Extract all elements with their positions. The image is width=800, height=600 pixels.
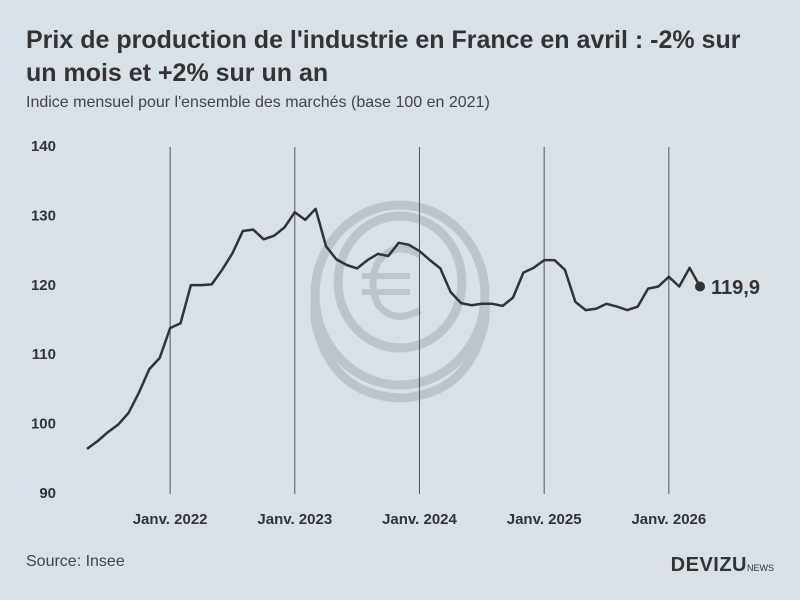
value-label: 119,9 [711, 277, 760, 299]
x-tick-label: Janv. 2022 [133, 511, 208, 528]
logo: DEVIZUNEWS [671, 554, 774, 577]
logo-main: DEVIZU [670, 554, 747, 576]
chart-title: Prix de production de l'industrie en Fra… [26, 26, 741, 87]
data-line [86, 207, 702, 450]
y-tick-label: 100 [31, 416, 56, 433]
x-tick-label: Janv. 2024 [382, 511, 457, 528]
y-tick-label: 130 [31, 207, 56, 224]
source: Source: Insee [26, 553, 125, 570]
y-tick-label: 120 [31, 277, 56, 294]
chart-subtitle: Indice mensuel pour l'ensemble des march… [26, 94, 490, 111]
end-point [695, 281, 705, 292]
x-tick-label: Janv. 2026 [631, 511, 706, 528]
y-tick-label: 110 [32, 346, 56, 363]
logo-suffix: NEWS [747, 563, 774, 573]
y-tick-label: 140 [31, 138, 56, 155]
x-tick-label: Janv. 2023 [257, 511, 332, 528]
y-tick-label: 90 [39, 485, 56, 502]
watermark-coin [310, 200, 490, 403]
x-tick-label: Janv. 2025 [507, 511, 582, 528]
